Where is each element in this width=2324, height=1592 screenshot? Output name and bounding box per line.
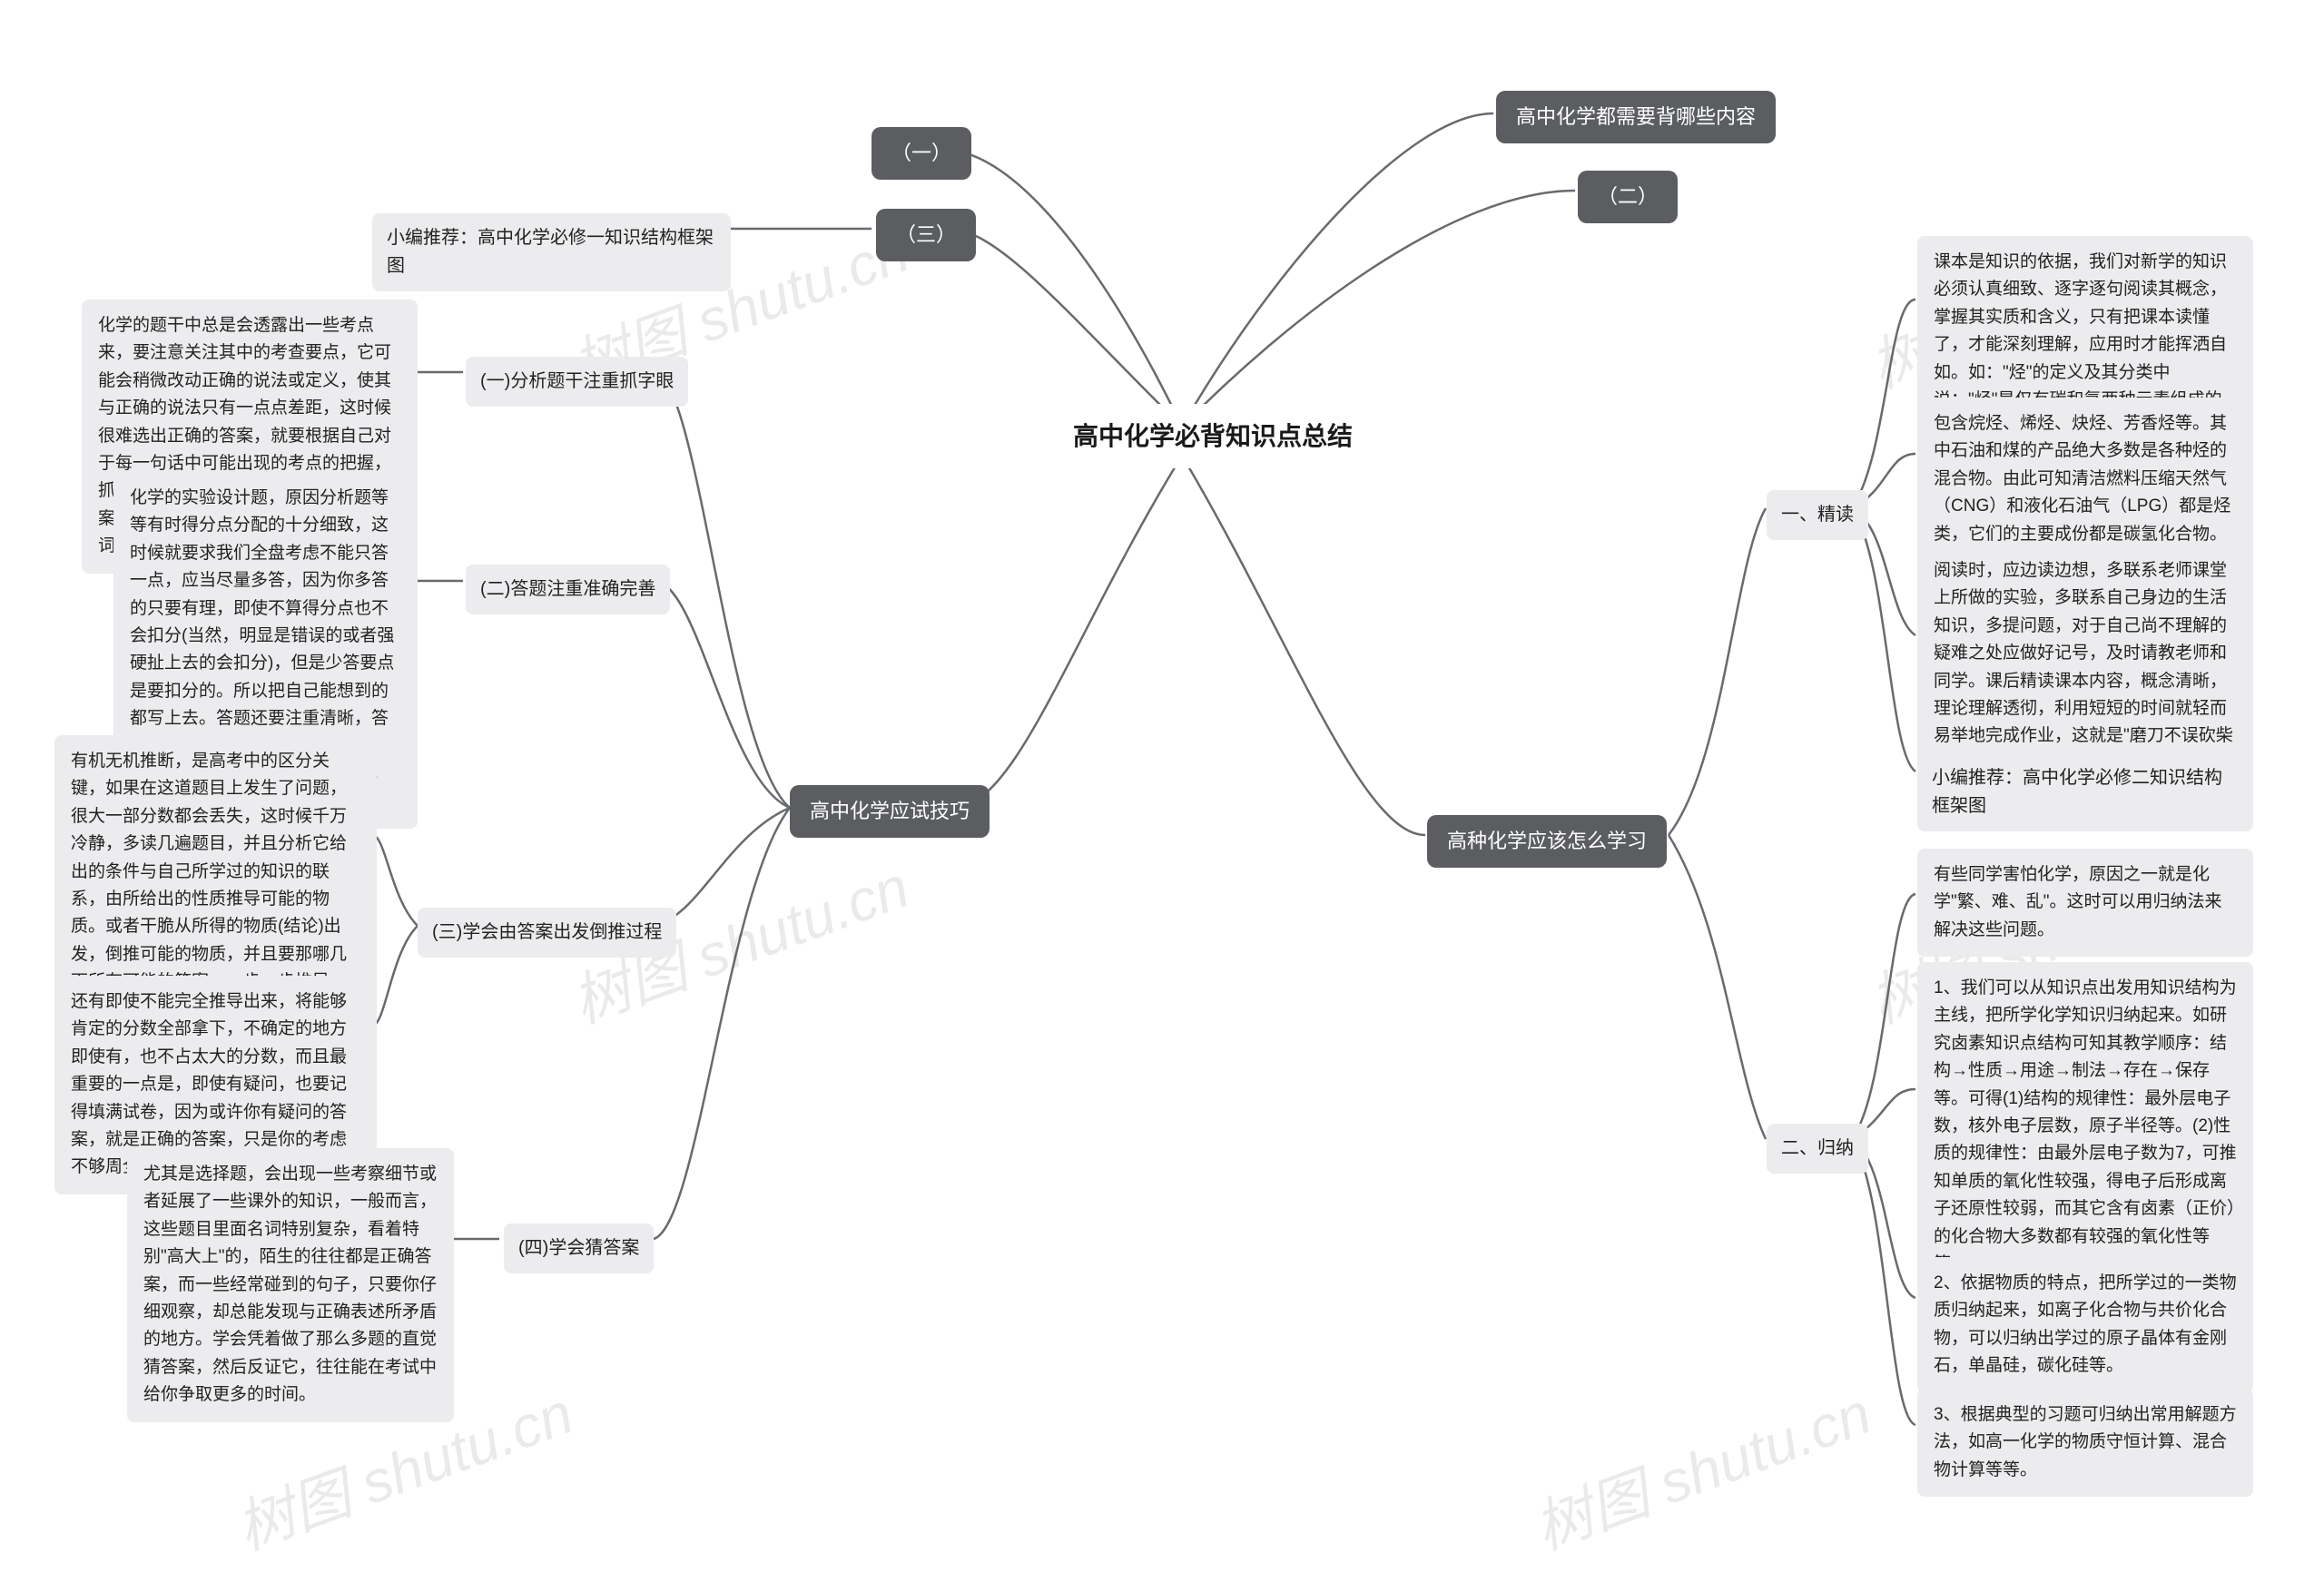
- node-one[interactable]: （一）: [872, 127, 971, 180]
- node-question[interactable]: 高中化学都需要背哪些内容: [1496, 91, 1776, 143]
- node-left-t4-d: 尤其是选择题，会出现一些考察细节或者延展了一些课外的知识，一般而言，这些题目里面…: [127, 1148, 454, 1422]
- node-left-t1[interactable]: (一)分析题干注重抓字眼: [466, 357, 688, 407]
- node-left-t3[interactable]: (三)学会由答案出发倒推过程: [418, 908, 676, 958]
- node-right-r2-d3: 2、依据物质的特点，把所学过的一类物质归纳起来，如离子化合物与共价化合物，可以归…: [1917, 1257, 2253, 1393]
- node-right-r1-d2: 包含烷烃、烯烃、炔烃、芳香烃等。其中石油和煤的产品绝大多数是各种烃的混合物。由此…: [1917, 398, 2253, 561]
- node-right-r2-d4: 3、根据典型的习题可归纳出常用解题方法，如高一化学的物质守恒计算、混合物计算等等…: [1917, 1389, 2253, 1497]
- node-two[interactable]: （二）: [1578, 171, 1678, 223]
- node-left-t4[interactable]: (四)学会猜答案: [504, 1223, 654, 1273]
- node-three[interactable]: （三）: [876, 209, 976, 261]
- node-right-r2-d2: 1、我们可以从知识点出发用知识结构为主线，把所学化学知识归纳起来。如研究卤素知识…: [1917, 962, 2253, 1291]
- node-right-title[interactable]: 高种化学应该怎么学习: [1427, 815, 1667, 868]
- center-node: 高中化学必背知识点总结: [1053, 404, 1373, 468]
- node-right-r1-rec[interactable]: 小编推荐：高中化学必修二知识结构框架图: [1917, 753, 2253, 831]
- node-right-r1[interactable]: 一、精读: [1767, 490, 1868, 540]
- node-left-t2[interactable]: (二)答题注重准确完善: [466, 565, 670, 614]
- watermark: 树图 shutu.cn: [1521, 1367, 1881, 1566]
- node-recommend-left[interactable]: 小编推荐：高中化学必修一知识结构框架图: [372, 213, 731, 291]
- node-right-r2[interactable]: 二、归纳: [1767, 1124, 1868, 1174]
- node-left-title[interactable]: 高中化学应试技巧: [790, 785, 990, 838]
- node-right-r2-d1: 有些同学害怕化学，原因之一就是化学"繁、难、乱"。这时可以用归纳法来解决这些问题…: [1917, 849, 2253, 957]
